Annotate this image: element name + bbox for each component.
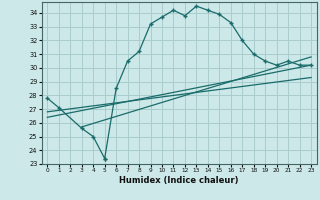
X-axis label: Humidex (Indice chaleur): Humidex (Indice chaleur) xyxy=(119,176,239,185)
